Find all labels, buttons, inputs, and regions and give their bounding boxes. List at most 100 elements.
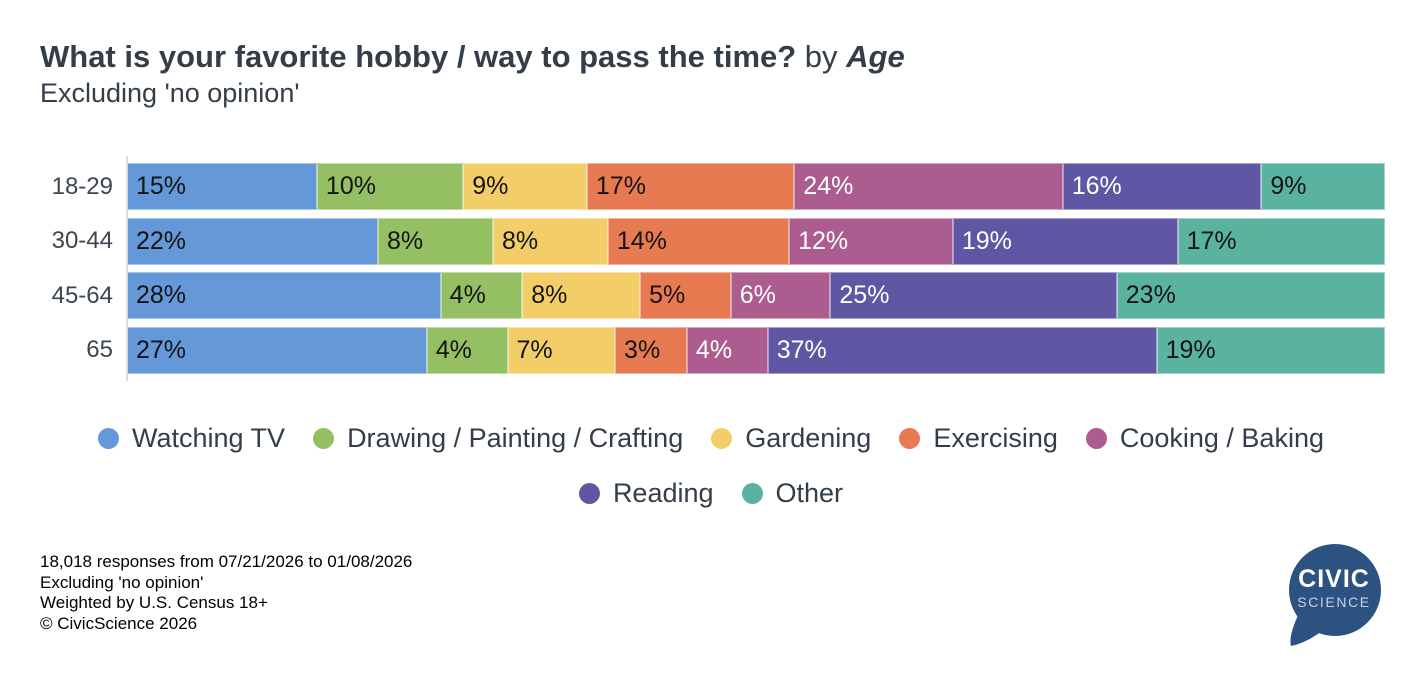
legend-label: Exercising bbox=[933, 423, 1058, 453]
legend-label: Cooking / Baking bbox=[1119, 423, 1324, 453]
footnote-exclusion: Excluding 'no opinion' bbox=[40, 572, 204, 592]
bar-segment: 24% bbox=[794, 163, 1063, 210]
legend-item: Cooking / Baking bbox=[1085, 423, 1324, 454]
segment-value-label: 17% bbox=[595, 172, 646, 200]
bar-segment: 37% bbox=[767, 326, 1157, 374]
bar-track: 28% 4% 8% 5% 6% 25% 23% bbox=[127, 272, 1385, 319]
legend-dot-icon bbox=[1085, 428, 1107, 449]
y-axis-line bbox=[126, 156, 128, 381]
segment-value-label: 4% bbox=[695, 335, 733, 364]
bar-segment: 27% bbox=[127, 326, 427, 374]
bar-row: 30-44 22% 8% 8% 14% 12% 19% 17% bbox=[40, 217, 1385, 265]
bar-segment: 19% bbox=[952, 217, 1178, 265]
legend-label: Other bbox=[775, 478, 844, 508]
title-dimension: Age bbox=[846, 39, 905, 74]
bar-segment: 6% bbox=[730, 272, 831, 319]
bar-segment: 19% bbox=[1156, 326, 1385, 374]
bar-segment: 4% bbox=[440, 272, 523, 319]
bar-segment: 9% bbox=[1261, 163, 1386, 210]
legend-dot-icon bbox=[899, 428, 921, 449]
footnote-copyright: © CivicScience 2026 bbox=[40, 613, 198, 633]
legend-item: Gardening bbox=[711, 423, 871, 454]
bar-segment: 3% bbox=[615, 326, 687, 374]
segment-value-label: 10% bbox=[325, 172, 376, 200]
segment-value-label: 5% bbox=[649, 281, 686, 309]
bar-segment: 25% bbox=[830, 272, 1117, 319]
legend-item: Other bbox=[741, 478, 844, 509]
footnote-weighting: Weighted by U.S. Census 18+ bbox=[40, 593, 268, 612]
legend-dot-icon bbox=[711, 428, 733, 449]
bar-segment: 28% bbox=[127, 272, 441, 319]
title-question: What is your favorite hobby / way to pas… bbox=[40, 39, 797, 74]
segment-value-label: 3% bbox=[624, 335, 661, 364]
segment-value-label: 22% bbox=[136, 226, 187, 255]
segment-value-label: 16% bbox=[1071, 172, 1122, 200]
segment-value-label: 8% bbox=[387, 226, 424, 255]
y-axis-label: 18-29 bbox=[51, 172, 113, 200]
segment-value-label: 8% bbox=[501, 226, 539, 255]
legend-item: Watching TV bbox=[98, 423, 285, 454]
logo-text-science: SCIENCE bbox=[1297, 593, 1371, 610]
segment-value-label: 17% bbox=[1186, 226, 1237, 255]
legend-row: Watching TV Drawing / Painting / Crafting… bbox=[0, 423, 1422, 454]
legend-label: Reading bbox=[612, 478, 714, 508]
segment-value-label: 7% bbox=[516, 335, 553, 364]
bar-segment: 10% bbox=[316, 163, 464, 210]
stacked-bar-chart: 18-29 15% 10% 9% 17% 24% 16% 9% 30-44 22% 8% 8% 14% 1… bbox=[40, 156, 1386, 381]
segment-value-label: 28% bbox=[136, 281, 187, 309]
chart-header: What is your favorite hobby / way to pas… bbox=[40, 38, 905, 109]
bar-segment: 14% bbox=[607, 217, 790, 265]
bar-row: 18-29 15% 10% 9% 17% 24% 16% 9% bbox=[40, 163, 1386, 210]
legend-label: Watching TV bbox=[132, 423, 286, 453]
bar-track: 27% 4% 7% 3% 4% 37% 19% bbox=[127, 326, 1385, 374]
bar-segment: 8% bbox=[378, 217, 493, 265]
bar-segment: 4% bbox=[686, 326, 768, 374]
logo-text: CIVIC SCIENCE bbox=[1286, 543, 1382, 610]
bar-segment: 17% bbox=[586, 163, 795, 210]
legend-dot-icon bbox=[578, 483, 600, 504]
segment-value-label: 9% bbox=[472, 172, 509, 200]
segment-value-label: 25% bbox=[839, 281, 890, 309]
logo-text-civic: CIVIC bbox=[1298, 565, 1370, 593]
segment-value-label: 23% bbox=[1125, 281, 1176, 309]
segment-value-label: 27% bbox=[136, 335, 187, 364]
bar-segment: 23% bbox=[1116, 272, 1385, 319]
page-title: What is your favorite hobby / way to pas… bbox=[40, 38, 905, 75]
bar-segment: 4% bbox=[426, 326, 508, 374]
title-by: by bbox=[796, 39, 847, 74]
segment-value-label: 4% bbox=[449, 281, 486, 309]
speech-bubble-icon bbox=[1289, 544, 1381, 646]
bar-segment: 12% bbox=[789, 217, 953, 265]
segment-value-label: 24% bbox=[803, 172, 854, 200]
legend-dot-icon bbox=[98, 428, 119, 449]
segment-value-label: 8% bbox=[531, 281, 568, 309]
civicscience-logo: CIVIC SCIENCE bbox=[1284, 543, 1384, 651]
bar-segment: 15% bbox=[127, 163, 317, 210]
chart-footnotes: 18,018 responses from 07/21/2026 to 01/0… bbox=[40, 552, 412, 634]
legend-label: Gardening bbox=[745, 423, 872, 453]
segment-value-label: 4% bbox=[435, 335, 472, 364]
bar-segment: 8% bbox=[522, 272, 641, 319]
legend-item: Reading bbox=[578, 478, 714, 509]
bar-segment: 9% bbox=[463, 163, 587, 210]
chart-legend: Watching TV Drawing / Painting / Crafting… bbox=[0, 423, 1422, 533]
segment-value-label: 19% bbox=[961, 226, 1012, 255]
bar-segment: 16% bbox=[1062, 163, 1262, 210]
legend-row: Reading Other bbox=[0, 478, 1422, 509]
bar-segment: 7% bbox=[507, 326, 616, 374]
legend-dot-icon bbox=[741, 483, 763, 504]
y-axis-label: 45-64 bbox=[51, 281, 113, 309]
bar-row: 65 27% 4% 7% 3% 4% 37% 19% bbox=[40, 326, 1385, 374]
bar-segment: 22% bbox=[127, 217, 378, 265]
bar-segment: 5% bbox=[640, 272, 731, 319]
segment-value-label: 15% bbox=[136, 172, 187, 200]
y-axis-label: 30-44 bbox=[51, 227, 113, 254]
segment-value-label: 14% bbox=[616, 226, 667, 255]
legend-item: Drawing / Painting / Crafting bbox=[313, 423, 683, 454]
chart-subtitle: Excluding 'no opinion' bbox=[40, 78, 300, 109]
segment-value-label: 19% bbox=[1165, 335, 1216, 364]
legend-label: Drawing / Painting / Crafting bbox=[347, 423, 684, 453]
segment-value-label: 9% bbox=[1270, 172, 1307, 200]
segment-value-label: 12% bbox=[798, 226, 849, 255]
